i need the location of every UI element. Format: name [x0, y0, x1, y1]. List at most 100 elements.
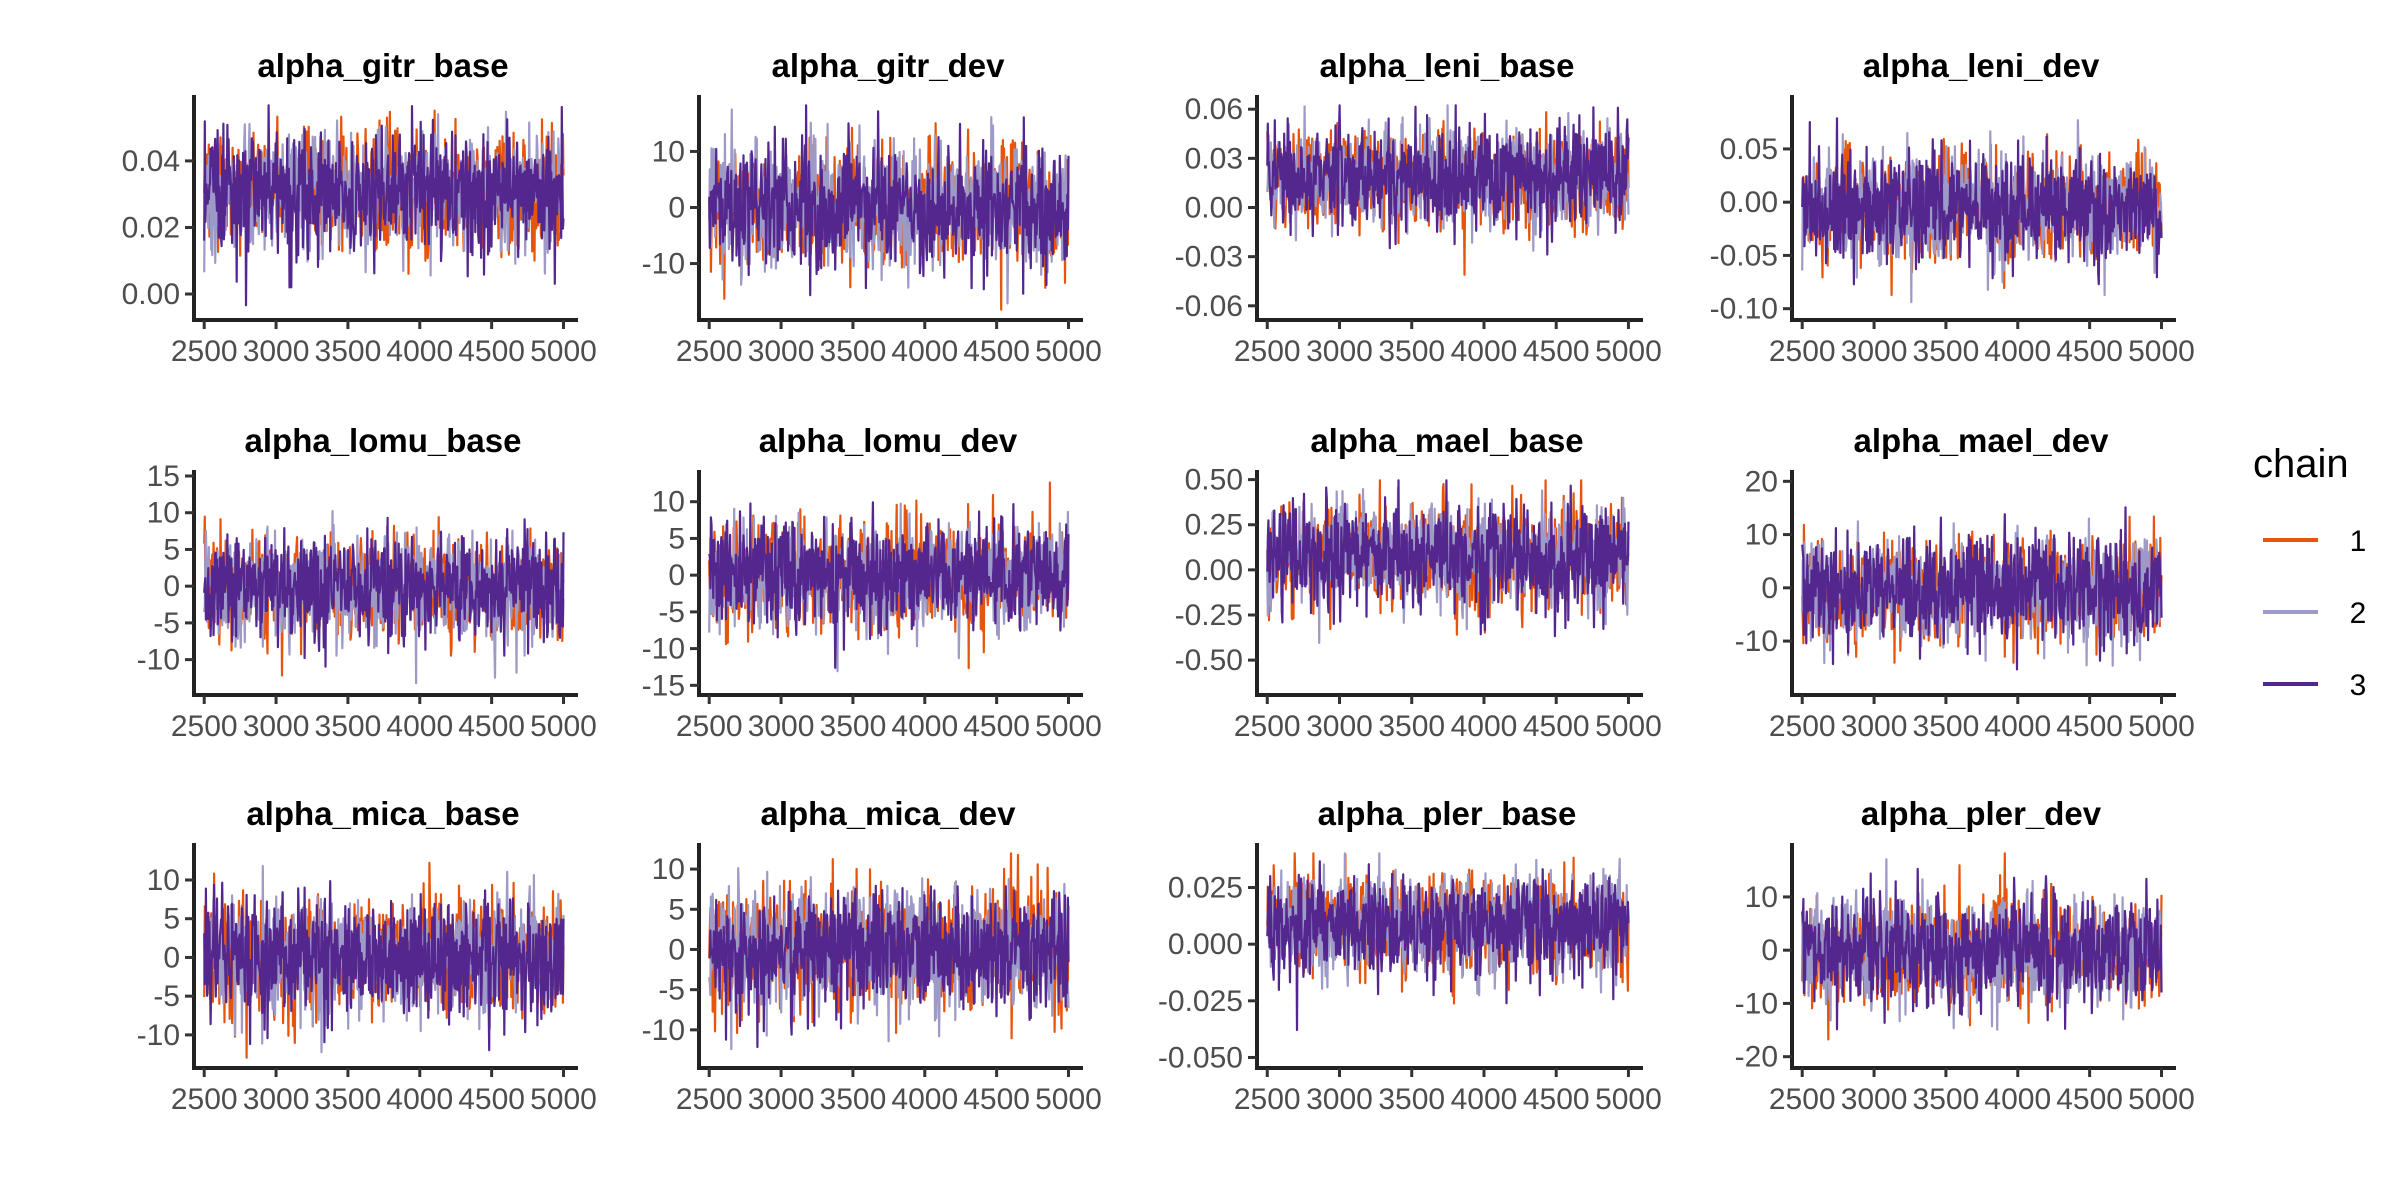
y-tick-label: -0.03 [1175, 241, 1243, 274]
x-tick-label: 4000 [891, 335, 958, 368]
y-tick-label: -0.06 [1175, 290, 1243, 323]
y-tick-label: 5 [163, 903, 180, 936]
y-tick-label: -15 [642, 669, 685, 702]
x-tick-label: 3000 [1306, 710, 1373, 743]
x-tick-label: 4000 [1984, 1083, 2051, 1116]
panel-alpha_leni_base: alpha_leni_base -0.06 -0.03 0.00 0.03 0.06 250… [1175, 47, 1662, 368]
x-tick-label: 5000 [1035, 710, 1102, 743]
panel-alpha_pler_base: alpha_pler_base -0.050 -0.025 0.000 0.025 250… [1158, 795, 1662, 1116]
y-tick-label: 10 [147, 864, 180, 897]
y-tick-label: -0.10 [1710, 293, 1778, 326]
x-tick-label: 5000 [1595, 335, 1662, 368]
panel-alpha_leni_dev: alpha_leni_dev -0.10 -0.05 0.00 0.05 2500 3000… [1710, 47, 2195, 368]
trace-line-chain-3 [203, 880, 565, 1052]
panel-alpha_lomu_base: alpha_lomu_base -10 -5 0 510 15 2500 3000 3500 40… [137, 422, 597, 743]
y-tick-label: -10 [137, 1019, 180, 1052]
x-tick-label: 4000 [386, 1083, 453, 1116]
trace-line-chain-3 [708, 104, 1070, 297]
x-tick-label: 5000 [2128, 1083, 2195, 1116]
x-tick-label: 2500 [171, 335, 238, 368]
legend-title: chain [2253, 442, 2349, 486]
panel-title: alpha_mica_base [246, 795, 519, 832]
x-tick-label: 3500 [1378, 1083, 1445, 1116]
y-tick-label: -10 [137, 644, 180, 677]
y-tick-label: -10 [642, 633, 685, 666]
trace-line-chain-3 [1266, 104, 1630, 256]
y-tick-label: -10 [642, 248, 685, 281]
x-tick-label: 2500 [171, 710, 238, 743]
trace-line-chain-3 [203, 104, 565, 307]
y-tick-label: 20 [1745, 465, 1778, 498]
y-tick-label: 10 [652, 486, 685, 519]
x-tick-label: 5000 [1035, 1083, 1102, 1116]
x-tick-label: 3000 [243, 710, 310, 743]
x-tick-label: 2500 [1234, 335, 1301, 368]
y-tick-label: 5 [668, 893, 685, 926]
y-tick-label: -10 [1735, 625, 1778, 658]
y-tick-label: 0.03 [1185, 142, 1243, 175]
y-tick-label: 0.00 [122, 278, 180, 311]
y-tick-label: 0.00 [1185, 554, 1243, 587]
panel-alpha_mica_base: alpha_mica_base -10 -5 0 5 10 2500 3000 3500 4000… [137, 795, 597, 1116]
trace-line-chain-3 [1801, 506, 2163, 671]
x-tick-label: 4500 [963, 710, 1030, 743]
panel-title: alpha_leni_base [1320, 47, 1575, 84]
panel-title: alpha_lomu_dev [759, 422, 1018, 459]
y-tick-label: -0.050 [1158, 1041, 1243, 1074]
legend-label-chain-3: 3 [2350, 669, 2367, 702]
trace-line-chain-3 [1801, 117, 2163, 286]
x-tick-label: 3500 [315, 1083, 382, 1116]
panel-title: alpha_leni_dev [1863, 47, 2100, 84]
panel-title: alpha_gitr_base [257, 47, 508, 84]
trace-line-chain-2 [1266, 104, 1630, 252]
y-tick-label: -10 [1735, 987, 1778, 1020]
x-tick-label: 3000 [1841, 335, 1908, 368]
trace-line-chain-3 [203, 516, 565, 668]
x-tick-label: 3500 [1913, 1083, 1980, 1116]
y-tick-label: 0 [1761, 572, 1778, 605]
x-tick-label: 2500 [676, 710, 743, 743]
x-tick-label: 4500 [963, 335, 1030, 368]
panel-title: alpha_mica_dev [761, 795, 1017, 832]
y-tick-label: 10 [652, 135, 685, 168]
y-tick-label: 0 [1761, 934, 1778, 967]
x-tick-label: 3500 [820, 1083, 887, 1116]
x-tick-label: 4000 [891, 1083, 958, 1116]
y-tick-label: 10 [652, 853, 685, 886]
x-tick-label: 3500 [1913, 335, 1980, 368]
x-tick-label: 5000 [530, 710, 597, 743]
x-tick-label: 4000 [891, 710, 958, 743]
x-tick-label: 5000 [1595, 710, 1662, 743]
panel-alpha_mael_dev: alpha_mael_dev -10 0 10 20 2500 3000 3500 4000 45… [1735, 422, 2195, 743]
trace-line-chain-3 [1266, 479, 1630, 638]
legend-label-chain-2: 2 [2350, 597, 2367, 630]
x-tick-label: 4000 [386, 710, 453, 743]
x-tick-label: 4500 [2056, 710, 2123, 743]
x-tick-label: 4000 [386, 335, 453, 368]
x-tick-label: 3500 [1913, 710, 1980, 743]
y-tick-label: 0 [668, 559, 685, 592]
panel-title: alpha_pler_base [1318, 795, 1577, 832]
panel-title: alpha_mael_base [1310, 422, 1583, 459]
x-tick-label: 2500 [171, 1083, 238, 1116]
y-tick-label: -5 [153, 607, 180, 640]
y-tick-label: -0.05 [1710, 239, 1778, 272]
y-tick-label: -5 [658, 596, 685, 629]
x-tick-label: 3500 [1378, 710, 1445, 743]
panel-alpha_lomu_dev: alpha_lomu_dev -15-10 -5 0 510 2500 3000 3500 40… [642, 422, 1102, 743]
trace-line-chain-2 [1266, 852, 1630, 997]
y-tick-label: -0.25 [1175, 599, 1243, 632]
legend-label-chain-1: 1 [2350, 525, 2367, 558]
x-tick-label: 4000 [1451, 1083, 1518, 1116]
panel-title: alpha_lomu_base [245, 422, 522, 459]
y-tick-label: 0.25 [1185, 509, 1243, 542]
x-tick-label: 3500 [1378, 335, 1445, 368]
trace-line-chain-3 [1801, 867, 2163, 1031]
panel-alpha_gitr_dev: alpha_gitr_dev -10 0 10 2500 3000 3500 4000 4500… [642, 47, 1102, 368]
x-tick-label: 4500 [1523, 335, 1590, 368]
x-tick-label: 2500 [676, 1083, 743, 1116]
x-tick-label: 4000 [1451, 710, 1518, 743]
